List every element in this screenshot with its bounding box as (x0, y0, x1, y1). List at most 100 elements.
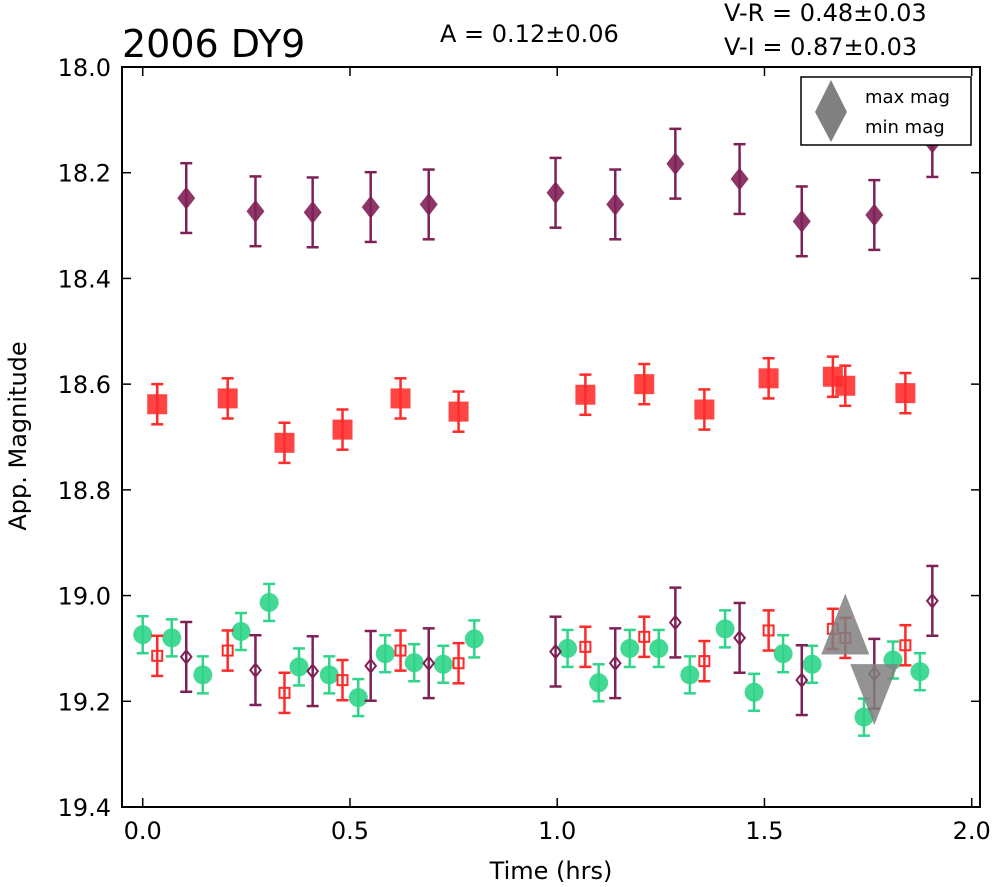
series-1 (147, 355, 916, 465)
series-3 (151, 607, 912, 715)
x-tick-label: 2.0 (953, 817, 991, 845)
data-point (634, 374, 655, 395)
data-point (795, 672, 809, 689)
series-2 (133, 582, 930, 737)
data-point (348, 688, 368, 708)
error-bar (452, 641, 465, 685)
data-point (694, 399, 715, 420)
data-point (649, 638, 669, 658)
data-point (306, 663, 320, 680)
data-point (133, 625, 153, 645)
error-bar (394, 629, 407, 672)
x-tick-label: 0.0 (124, 817, 162, 845)
data-point (575, 384, 596, 405)
data-point (217, 388, 238, 409)
data-point (850, 664, 899, 726)
y-tick-label: 18.0 (58, 54, 111, 82)
data-point (375, 644, 395, 664)
y-tick-label: 19.2 (58, 688, 111, 716)
data-point (448, 401, 469, 422)
chart-title: 2006 DY9 (122, 22, 305, 66)
data-point (589, 673, 609, 693)
error-bar (899, 623, 912, 667)
error-bar (609, 627, 622, 700)
data-point (792, 209, 811, 233)
data-point (246, 199, 265, 223)
data-point (464, 629, 484, 649)
data-point (620, 638, 640, 658)
data-point (668, 614, 682, 631)
data-point (680, 665, 700, 685)
data-point (336, 674, 349, 687)
error-bar (638, 615, 651, 659)
data-point (422, 655, 436, 672)
data-point (274, 432, 295, 453)
data-point (303, 200, 322, 224)
data-point (802, 654, 822, 674)
x-tick-label: 0.5 (331, 817, 369, 845)
data-point (925, 592, 939, 609)
axis-layer: 0.0 0.5 1.0 1.5 2.0 18.0 18.2 18.4 18.6 18.8 19.0 1… (58, 54, 991, 845)
error-bar (336, 658, 349, 702)
amplitude-annotation: A = 0.12±0.06 (440, 20, 619, 48)
data-point (758, 368, 779, 389)
y-tick-label: 18.4 (58, 265, 111, 293)
data-point (364, 657, 378, 674)
data-point (910, 662, 930, 682)
data-point (730, 167, 749, 191)
data-point (608, 655, 622, 672)
legend-min-label: min mag (865, 117, 945, 138)
legend-max-marker (815, 80, 847, 112)
data-point (821, 593, 870, 655)
error-bar (795, 644, 808, 717)
y-tick-label: 18.8 (58, 477, 111, 505)
error-bar (762, 609, 775, 652)
data-point (231, 622, 251, 642)
data-point (332, 419, 353, 440)
data-point (193, 665, 213, 685)
data-point (419, 192, 438, 216)
error-bar (698, 639, 711, 683)
data-point (162, 628, 182, 648)
error-bar (669, 586, 682, 659)
plot-frame (121, 66, 981, 808)
data-point (899, 639, 912, 652)
y-tick-label: 19.0 (58, 583, 111, 611)
series-4 (179, 564, 939, 717)
data-point (390, 388, 411, 409)
data-point (744, 682, 764, 702)
series-5 (821, 593, 870, 655)
error-bar (249, 633, 262, 707)
data-point (259, 592, 279, 612)
error-bar (306, 635, 319, 708)
data-point (394, 644, 407, 657)
data-point (666, 152, 685, 176)
data-layer (133, 105, 942, 737)
data-point (278, 686, 291, 699)
error-bar (180, 620, 193, 694)
data-point (452, 657, 465, 670)
data-point (433, 654, 453, 674)
data-point (895, 383, 916, 404)
y-tick-label: 18.6 (58, 371, 111, 399)
series-6 (850, 664, 899, 726)
v-minus-i-annotation: V-I = 0.87±0.03 (724, 33, 917, 61)
error-bar (422, 627, 435, 700)
data-point (558, 638, 578, 658)
data-point (179, 648, 193, 665)
data-point (221, 644, 234, 657)
data-point (147, 394, 168, 415)
data-point (289, 657, 309, 677)
data-point (835, 375, 856, 396)
data-point (549, 643, 563, 660)
data-point (151, 649, 164, 662)
data-point (546, 181, 565, 205)
error-bar (579, 625, 592, 669)
legend-max-label: max mag (865, 87, 950, 108)
y-tick-label: 18.2 (58, 160, 111, 188)
error-bar (221, 629, 234, 672)
v-minus-r-annotation: V-R = 0.48±0.03 (724, 0, 927, 27)
data-point (606, 192, 625, 216)
error-bar (278, 671, 291, 715)
